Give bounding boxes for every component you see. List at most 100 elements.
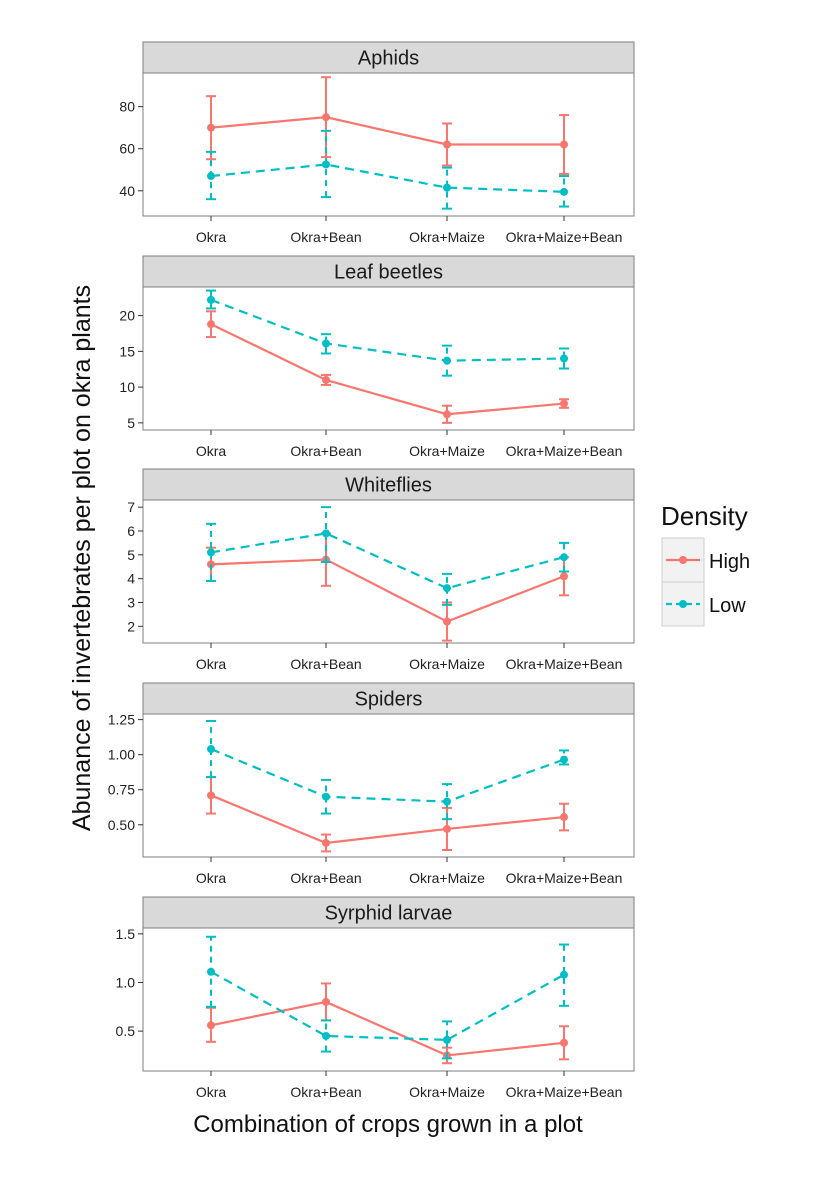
panel-5-high-line <box>210 1000 565 1057</box>
panel-2-low-point <box>443 356 451 365</box>
panel-3-plot-area <box>142 499 635 644</box>
panel-4-ytick-label: 1.25 <box>108 712 135 728</box>
legend-key-point-high <box>679 556 687 564</box>
panel-4-high-point <box>207 791 215 800</box>
panel-2-low-point <box>207 295 215 304</box>
panel-2-ytick-label: 5 <box>127 415 135 431</box>
legend-label-low: Low <box>709 595 746 617</box>
panel-5-low-point <box>560 970 568 979</box>
panel-1-xtick-label: Okra <box>196 229 227 245</box>
panel-3-low-line <box>210 532 565 590</box>
panel-1-high-point <box>560 140 568 149</box>
panel-2-xtick-label: Okra+Maize+Bean <box>506 443 623 459</box>
panel-3-ytick-label: 6 <box>127 523 135 539</box>
panel-3-high-point <box>560 572 568 581</box>
panel-2-high-line <box>210 323 565 416</box>
panel-1-title: Aphids <box>358 48 419 70</box>
panel-3-ytick-label: 7 <box>127 499 135 515</box>
panel-3-strip <box>142 468 635 501</box>
panel-2-high-point <box>443 410 451 419</box>
panel-3-ytick-label: 4 <box>127 571 135 587</box>
panel-4-xtick-label: Okra+Maize+Bean <box>506 870 623 886</box>
panel-1-high-point <box>322 113 330 122</box>
panel-5-high-point <box>207 1021 215 1030</box>
panel-1-xtick-label: Okra+Bean <box>290 229 361 245</box>
panel-5-low-line <box>210 970 565 1041</box>
panel-3-ytick-label: 5 <box>127 547 135 563</box>
panel-5-high-point <box>560 1038 568 1047</box>
panel-2-ytick-label: 20 <box>119 308 135 324</box>
panel-2-ytick-label: 10 <box>119 379 135 395</box>
legend-key-point-low <box>679 600 687 608</box>
panel-3-title: Whiteflies <box>345 475 432 497</box>
panel-5-plot-area <box>142 927 635 1072</box>
panel-4-low-line <box>210 748 565 803</box>
panel-2-xtick-label: Okra+Maize <box>409 443 485 459</box>
panel-3-xtick-label: Okra+Maize+Bean <box>506 656 623 672</box>
panel-1-ytick-label: 60 <box>119 141 135 157</box>
panel-3-low-point <box>443 584 451 593</box>
panel-2-ytick-label: 15 <box>119 343 135 359</box>
panel-2-xtick-label: Okra <box>196 443 227 459</box>
panel-1-low-point <box>207 172 215 181</box>
panel-5-title: Syrphid larvae <box>325 903 453 925</box>
panel-4-ytick-label: 0.75 <box>108 782 135 798</box>
panel-3-low-point <box>322 529 330 538</box>
panel-2-high-point <box>207 320 215 329</box>
panel-4-plot-area <box>142 713 635 858</box>
panel-5-low-point <box>443 1035 451 1044</box>
panel-1-strip <box>142 41 635 74</box>
x-axis-title: Combination of crops grown in a plot <box>193 1111 583 1138</box>
panel-3-ytick-label: 2 <box>127 618 135 634</box>
panel-5-ytick-label: 0.5 <box>116 1023 136 1039</box>
panel-5-xtick-label: Okra+Maize+Bean <box>506 1084 623 1100</box>
panel-4-ytick-label: 1.00 <box>108 747 135 763</box>
panel-1-ytick-label: 40 <box>119 183 135 199</box>
panel-3-low-point <box>207 548 215 557</box>
panel-1-low-point <box>322 160 330 169</box>
panel-1-ytick-label: 80 <box>119 99 135 115</box>
panel-4-high-point <box>443 824 451 833</box>
panel-1-high-point <box>207 123 215 132</box>
panel-3-xtick-label: Okra+Bean <box>290 656 361 672</box>
panel-5-high-point <box>322 997 330 1006</box>
panel-1-xtick-label: Okra+Maize+Bean <box>506 229 623 245</box>
panel-3-high-point <box>443 617 451 626</box>
panel-1-high-point <box>443 140 451 149</box>
panel-3-high-line <box>210 558 565 623</box>
panel-5-low-point <box>322 1031 330 1040</box>
panel-4-xtick-label: Okra <box>196 870 227 886</box>
panel-1-low-point <box>443 183 451 192</box>
panel-1-xtick-label: Okra+Maize <box>409 229 485 245</box>
panel-5-xtick-label: Okra+Maize <box>409 1084 485 1100</box>
panel-2-high-point <box>560 399 568 408</box>
panel-2-low-point <box>560 354 568 363</box>
panel-5-low-point <box>207 967 215 976</box>
panel-2-high-point <box>322 375 330 384</box>
panel-2-title: Leaf beetles <box>334 262 443 284</box>
panel-4-xtick-label: Okra+Bean <box>290 870 361 886</box>
panel-3-low-point <box>560 553 568 562</box>
panel-5-xtick-label: Okra+Bean <box>290 1084 361 1100</box>
panel-4-low-point <box>560 755 568 764</box>
panel-2-low-line <box>210 298 565 362</box>
panel-4-high-point <box>560 813 568 822</box>
panel-4-high-line <box>210 794 565 845</box>
panel-3-xtick-label: Okra+Maize <box>409 656 485 672</box>
panel-4-ytick-label: 0.50 <box>108 817 135 833</box>
panel-3-xtick-label: Okra <box>196 656 227 672</box>
panel-5-strip <box>142 896 635 929</box>
panel-3-ytick-label: 3 <box>127 594 135 610</box>
panel-4-title: Spiders <box>355 689 423 711</box>
y-axis-title: Abunance of invertebrates per plot on ok… <box>68 285 96 831</box>
legend-title: Density <box>661 501 748 531</box>
panel-2-xtick-label: Okra+Bean <box>290 443 361 459</box>
panel-5-xtick-label: Okra <box>196 1084 227 1100</box>
panel-1-high-line <box>210 116 564 146</box>
panel-4-high-point <box>322 838 330 847</box>
legend-label-high: High <box>709 551 750 573</box>
panel-2-low-point <box>322 339 330 348</box>
panel-4-low-point <box>443 797 451 806</box>
